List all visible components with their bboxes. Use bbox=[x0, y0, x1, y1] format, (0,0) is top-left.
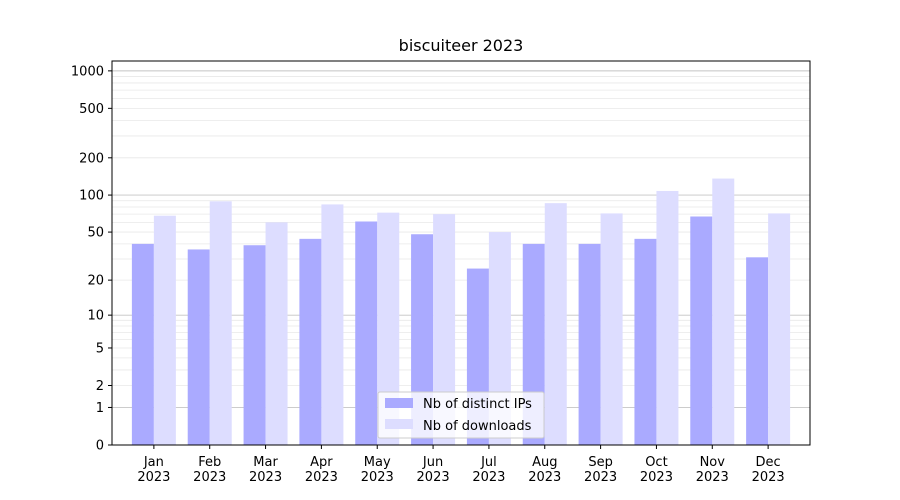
y-tick-label: 2 bbox=[96, 379, 104, 394]
y-tick-label: 5 bbox=[96, 341, 104, 356]
bar-downloads bbox=[265, 222, 288, 445]
bar-distinct-ips bbox=[690, 216, 713, 445]
y-tick-label: 1000 bbox=[71, 64, 104, 79]
bar-distinct-ips bbox=[355, 221, 378, 445]
x-tick-label: Jan 2023 bbox=[137, 455, 170, 485]
x-tick-label: Sep 2023 bbox=[584, 455, 617, 485]
x-tick-label: Mar 2023 bbox=[249, 455, 282, 485]
x-axis: Jan 2023 Feb 2023 Mar 2023 Apr 2023 May 2023 Jun 20… bbox=[137, 445, 785, 485]
x-tick-label: Nov 2023 bbox=[696, 455, 729, 485]
y-tick-label: 1 bbox=[96, 401, 104, 416]
bar-distinct-ips bbox=[634, 238, 657, 445]
x-tick-label: Jul 2023 bbox=[472, 455, 505, 485]
legend-box bbox=[377, 391, 545, 439]
y-tick-label: 200 bbox=[79, 151, 104, 166]
legend-swatch-downloads bbox=[385, 419, 413, 429]
y-tick-label: 100 bbox=[79, 189, 104, 204]
x-tick-label: Apr 2023 bbox=[305, 455, 338, 485]
legend-label-downloads: Nb of downloads bbox=[423, 419, 532, 434]
y-tick-label: 0 bbox=[96, 439, 104, 454]
chart-title: biscuiteer 2023 bbox=[399, 36, 524, 55]
x-tick-label: May 2023 bbox=[361, 455, 394, 485]
x-tick-label: Aug 2023 bbox=[528, 455, 561, 485]
x-tick-label: Jun 2023 bbox=[417, 455, 450, 485]
y-tick-label: 20 bbox=[87, 274, 104, 289]
y-axis: 0 1 2 5 10 20 50 100 200 500 1000 bbox=[71, 64, 112, 454]
bar-downloads bbox=[600, 213, 623, 445]
bar-distinct-ips bbox=[187, 249, 210, 445]
bar-downloads bbox=[153, 215, 176, 445]
bar-downloads bbox=[377, 212, 400, 445]
y-tick-label: 500 bbox=[79, 102, 104, 117]
bar-distinct-ips bbox=[746, 257, 769, 445]
bar-downloads bbox=[712, 178, 735, 445]
bar-downloads bbox=[433, 214, 456, 445]
bar-downloads bbox=[321, 204, 344, 445]
legend-swatch-distinct-ips bbox=[385, 398, 413, 408]
y-tick-label: 50 bbox=[87, 226, 104, 241]
legend-label-distinct-ips: Nb of distinct IPs bbox=[423, 397, 532, 412]
x-tick-label: Feb 2023 bbox=[193, 455, 226, 485]
x-tick-label: Oct 2023 bbox=[640, 455, 673, 485]
legend: Nb of distinct IPs Nb of downloads bbox=[377, 391, 545, 439]
y-tick-label: 10 bbox=[87, 309, 104, 324]
bar-downloads bbox=[768, 213, 791, 445]
bar-distinct-ips bbox=[299, 238, 322, 445]
bar-downloads bbox=[544, 203, 567, 445]
bar-downloads bbox=[209, 201, 232, 445]
bar-layer bbox=[131, 178, 791, 445]
bar-downloads bbox=[656, 190, 679, 445]
bar-distinct-ips bbox=[578, 243, 601, 445]
x-tick-label: Dec 2023 bbox=[752, 455, 785, 485]
bar-distinct-ips bbox=[243, 245, 266, 445]
bar-distinct-ips bbox=[131, 243, 154, 445]
plot-frame bbox=[111, 60, 811, 446]
